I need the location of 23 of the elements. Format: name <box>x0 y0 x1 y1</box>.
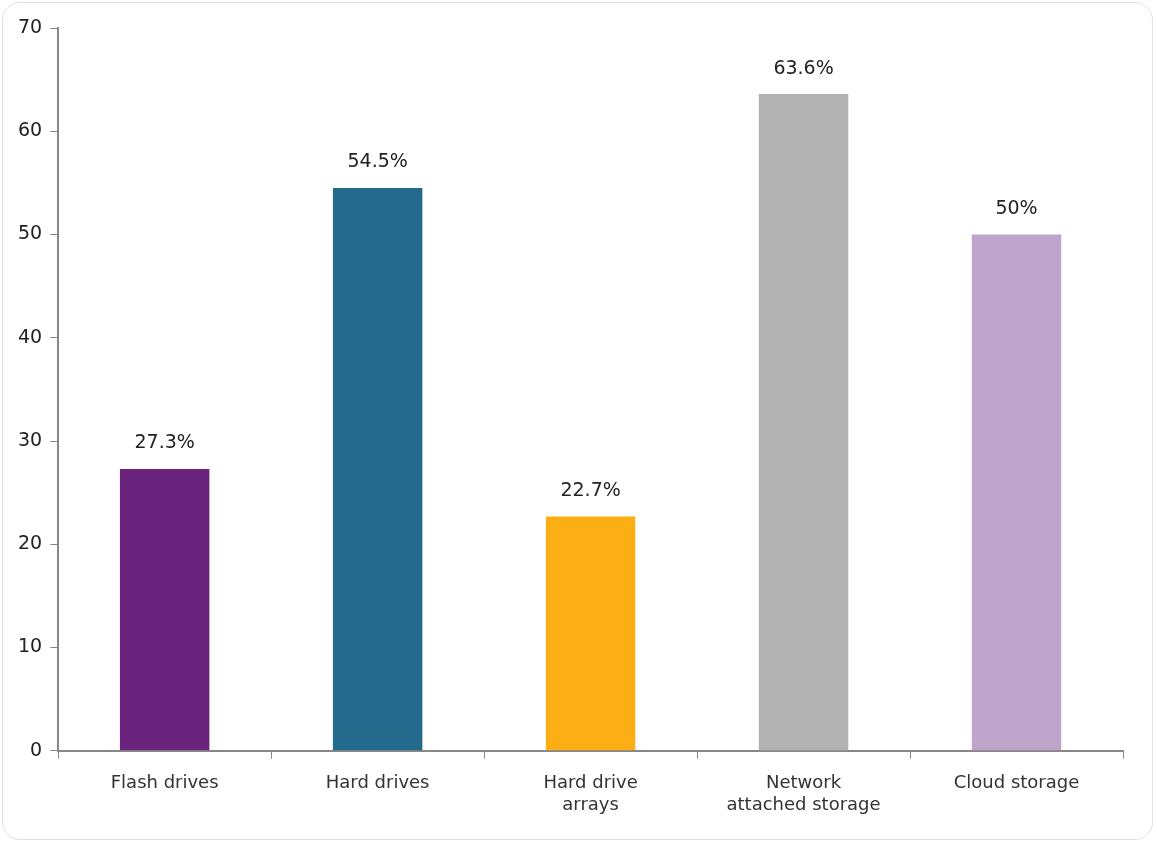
data-label: 63.6% <box>773 55 834 78</box>
data-label: 54.5% <box>347 149 408 172</box>
bar <box>332 188 423 751</box>
y-tick-label: 0 <box>30 737 43 760</box>
data-label: 27.3% <box>134 430 195 453</box>
data-label: 22.7% <box>560 477 621 500</box>
x-tick-label: Hard drives <box>325 771 430 793</box>
y-tick-label: 10 <box>17 634 43 657</box>
bar <box>545 516 636 751</box>
y-tick-label: 70 <box>17 14 43 37</box>
y-tick-label: 20 <box>17 531 43 554</box>
x-tick-label: Hard drive arrays <box>543 771 638 814</box>
x-tick-label: Cloud storage <box>953 771 1080 793</box>
y-tick-label: 50 <box>17 221 43 244</box>
data-label: 50% <box>995 195 1038 218</box>
x-tick-label: Network attached storage <box>726 771 881 814</box>
bar <box>971 234 1062 751</box>
x-tick-label: Flash drives <box>110 771 219 793</box>
y-tick-label: 30 <box>17 427 43 450</box>
bar <box>758 94 849 751</box>
y-tick-label: 40 <box>17 324 43 347</box>
bar <box>119 468 210 751</box>
y-tick-label: 60 <box>17 118 43 141</box>
